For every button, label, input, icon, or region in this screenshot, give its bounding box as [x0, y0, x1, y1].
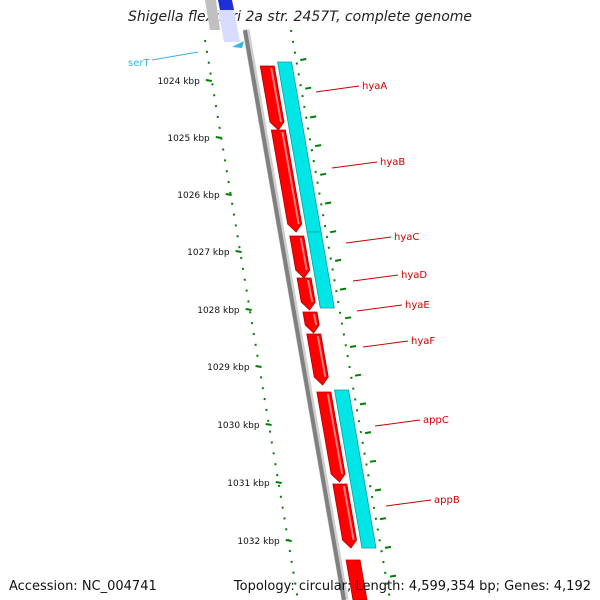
gene-label-leader	[345, 236, 392, 244]
outer-tick-mark	[319, 172, 327, 176]
gene-label-leader	[352, 274, 399, 282]
outer-tick-mark	[329, 230, 337, 234]
kbp-tick-label: 1029 kbp	[207, 363, 250, 373]
gene-labels: hyaA hyaB hyaC hyaD hyaE hyaF appC appB	[315, 81, 460, 507]
cds-highlight	[312, 314, 318, 325]
cds-highlight	[299, 238, 308, 270]
outer-tick-mark	[349, 345, 357, 348]
kbp-tick-label: 1026 kbp	[177, 191, 220, 201]
cds-gene	[316, 391, 346, 483]
kbp-tick-mark	[235, 250, 242, 253]
outer-tick-mark	[374, 488, 382, 492]
gene-label: appC	[423, 415, 449, 426]
orf-features	[277, 61, 377, 549]
inner-dotted-ring	[204, 39, 299, 600]
outer-tick-mark	[379, 517, 387, 521]
top-gray-feature	[205, 0, 220, 30]
kbp-tick-mark	[255, 365, 262, 368]
outer-tick-mark	[354, 373, 362, 377]
cds-gene	[259, 65, 285, 131]
gene-label-leader	[385, 499, 432, 507]
cds-gene	[302, 311, 320, 334]
outer-tick-mark	[359, 402, 367, 406]
gene-label: hyaD	[401, 270, 427, 281]
gene-label-leader	[362, 340, 409, 348]
outer-tick-mark	[324, 201, 332, 205]
kbp-tick-mark	[245, 308, 252, 311]
outer-tick-mark	[300, 58, 307, 61]
kbp-tick-label: 1025 kbp	[167, 134, 210, 144]
kbp-tick-mark	[205, 79, 213, 82]
outer-tick-mark	[334, 258, 342, 262]
cds-highlight	[316, 336, 327, 377]
kbp-tick-label: 1030 kbp	[217, 421, 260, 431]
cds-gene	[345, 559, 368, 600]
cds-highlight	[326, 394, 344, 474]
cds-highlight	[307, 280, 314, 302]
genome-summary: Topology: circular; Length: 4,599,354 bp…	[233, 579, 591, 594]
cds-features	[259, 65, 368, 600]
orf-block	[306, 231, 335, 309]
outer-tick-mark	[364, 431, 372, 435]
gene-label: hyaC	[394, 232, 419, 243]
gene-label: appB	[434, 495, 460, 506]
kbp-tick-label: 1027 kbp	[187, 248, 230, 258]
outer-tick-mark	[384, 545, 392, 549]
top-blue-feature	[218, 0, 234, 10]
outer-ticks	[300, 58, 397, 578]
cds-gene	[296, 277, 316, 311]
gene-label: hyaF	[411, 336, 435, 347]
outer-tick-mark	[305, 86, 312, 90]
cds-gene	[332, 483, 358, 549]
kbp-tick-mark	[225, 193, 232, 196]
cds-gene	[270, 129, 303, 233]
cds-highlight	[270, 68, 282, 122]
gene-label-leader	[331, 161, 378, 169]
gene-label-leader	[315, 85, 360, 93]
kbp-tick-mark	[275, 481, 282, 484]
gene-label-leader	[356, 304, 403, 312]
sert-pointer	[151, 51, 199, 61]
kbp-ticks: 1024 kbp 1025 kbp 1026 kbp 1027 kbp 1028 kbp…	[157, 77, 292, 547]
outer-tick-mark	[315, 144, 322, 148]
kbp-tick-label: 1031 kbp	[227, 479, 270, 489]
kbp-tick-label: 1032 kbp	[237, 537, 280, 547]
kbp-tick-label: 1024 kbp	[157, 77, 200, 87]
kbp-tick-mark	[265, 423, 272, 426]
gene-label: hyaB	[380, 157, 405, 168]
top-light-feature	[218, 10, 240, 42]
kbp-tick-mark	[215, 136, 222, 139]
sert-triangle	[232, 41, 244, 48]
kbp-tick-mark	[285, 539, 292, 542]
cds-highlight	[281, 132, 300, 224]
outer-tick-mark	[344, 316, 352, 320]
backbone	[243, 29, 346, 600]
gene-label: hyaE	[405, 300, 430, 311]
cds-gene	[289, 235, 311, 279]
sert-label: serT	[128, 58, 150, 69]
outer-tick-mark	[389, 574, 397, 578]
orf-block	[334, 389, 377, 549]
cds-highlight	[342, 486, 355, 540]
accession-text: Accession: NC_004741	[9, 579, 157, 594]
outer-tick-mark	[369, 459, 377, 463]
outer-tick-mark	[310, 115, 317, 119]
outer-tick-mark	[339, 287, 347, 291]
gene-label: hyaA	[362, 81, 387, 92]
cds-gene	[306, 333, 329, 386]
gene-label-leader	[374, 419, 421, 427]
kbp-tick-label: 1028 kbp	[197, 306, 240, 316]
